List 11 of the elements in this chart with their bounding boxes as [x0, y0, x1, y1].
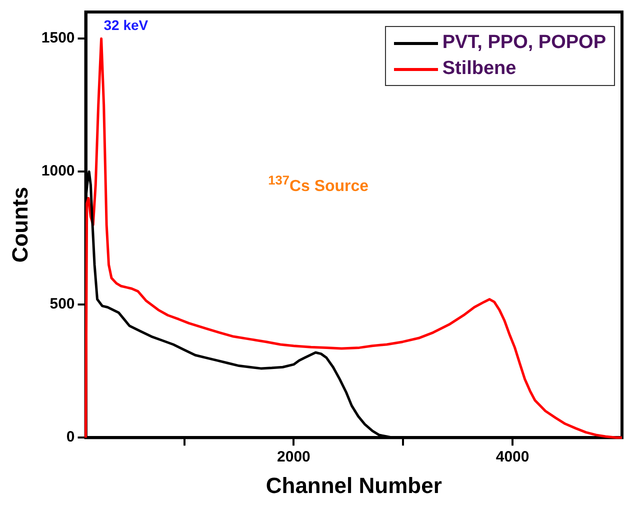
y-tick-label: 1500 — [41, 30, 75, 47]
legend-label: PVT, PPO, POPOP — [442, 31, 606, 55]
x-tick-label: 4000 — [496, 448, 530, 466]
legend-label: Stilbene — [442, 57, 516, 81]
y-axis-title: Counts — [7, 186, 32, 263]
y-tick-label: 500 — [50, 296, 75, 313]
x-axis-title: Channel Number — [266, 472, 442, 498]
annotation: 32 keV — [104, 17, 149, 33]
y-tick-label: 1000 — [41, 162, 75, 180]
y-tick-label: 0 — [66, 428, 75, 446]
x-tick-label: 2000 — [277, 448, 310, 466]
